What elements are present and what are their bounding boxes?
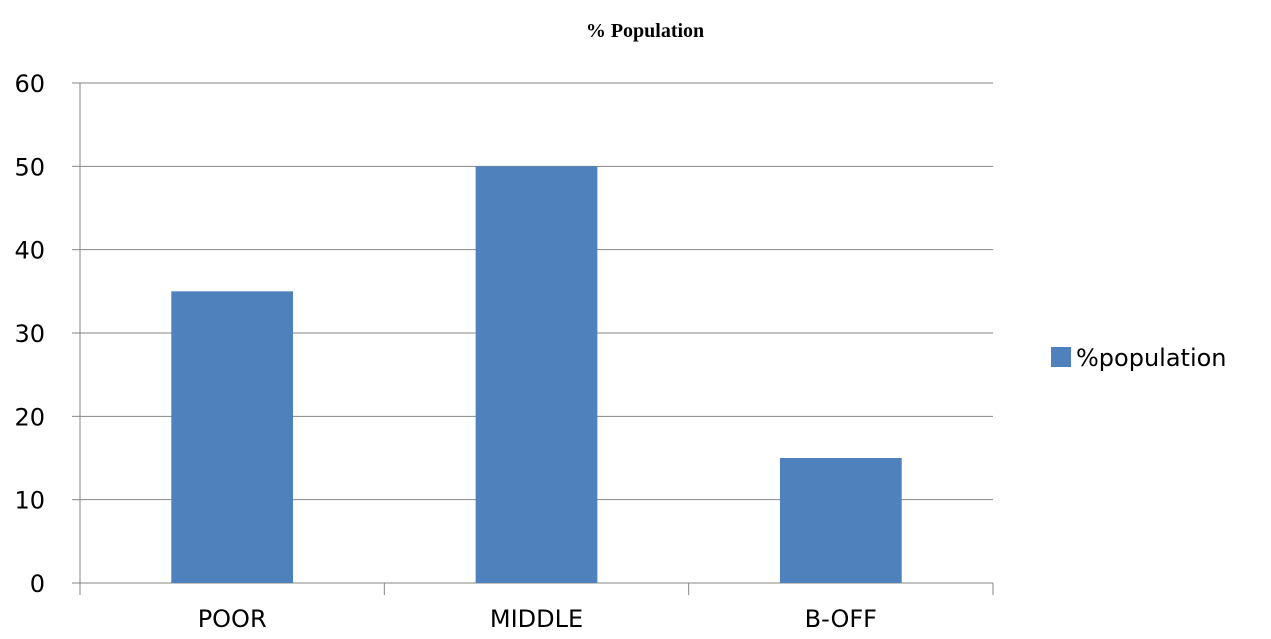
y-tick-label: 10 <box>14 487 45 515</box>
y-tick-label: 50 <box>14 153 45 181</box>
bar-poor <box>171 291 294 583</box>
y-tick-label: 30 <box>14 320 45 348</box>
bar-b-off <box>779 458 902 583</box>
legend-label: %population <box>1076 344 1227 372</box>
x-tick-label: POOR <box>198 605 267 633</box>
y-axis: 0 10 20 30 40 50 60 <box>14 70 81 598</box>
legend-swatch <box>1051 347 1071 367</box>
y-tick-label: 0 <box>30 570 45 598</box>
legend: %population <box>1051 344 1227 372</box>
bar-middle <box>475 166 598 584</box>
bars <box>171 166 902 584</box>
x-tick-label: MIDDLE <box>490 605 583 633</box>
y-tick-label: 20 <box>14 403 45 431</box>
x-tick-label: B-OFF <box>805 605 877 633</box>
chart-title: % Population <box>586 20 704 42</box>
y-tick-label: 40 <box>14 237 45 265</box>
y-tick-label: 60 <box>14 70 45 98</box>
x-axis: POOR MIDDLE B-OFF <box>79 582 994 633</box>
